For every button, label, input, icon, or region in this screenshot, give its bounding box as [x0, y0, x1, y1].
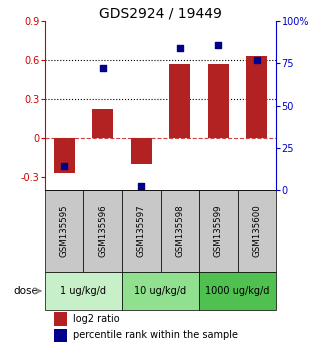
Bar	[160, 190, 199, 272]
Point	[62, 164, 67, 169]
Point	[100, 65, 105, 71]
Point	[139, 184, 144, 189]
Bar	[54, 312, 67, 326]
Bar	[199, 190, 238, 272]
Text: GSM135597: GSM135597	[137, 205, 146, 257]
Bar	[83, 190, 122, 272]
Text: GSM135599: GSM135599	[214, 205, 223, 257]
Text: GSM135596: GSM135596	[98, 205, 107, 257]
Text: percentile rank within the sample: percentile rank within the sample	[73, 330, 238, 340]
Bar	[246, 56, 267, 138]
Bar	[45, 190, 83, 272]
Point	[177, 45, 182, 51]
Bar	[131, 138, 152, 164]
Bar	[208, 64, 229, 138]
Text: 10 ug/kg/d: 10 ug/kg/d	[134, 286, 187, 296]
Point	[216, 42, 221, 48]
Text: 1000 ug/kg/d: 1000 ug/kg/d	[205, 286, 270, 296]
Bar	[92, 109, 113, 138]
Text: dose: dose	[13, 286, 38, 296]
Bar	[54, 138, 75, 173]
Text: GSM135595: GSM135595	[60, 205, 69, 257]
Point	[254, 57, 259, 63]
Bar	[122, 272, 199, 310]
Text: GSM135598: GSM135598	[175, 205, 184, 257]
Bar	[238, 190, 276, 272]
Title: GDS2924 / 19449: GDS2924 / 19449	[99, 6, 222, 20]
Bar	[199, 272, 276, 310]
Bar	[169, 64, 190, 138]
Bar	[122, 190, 160, 272]
Text: 1 ug/kg/d: 1 ug/kg/d	[60, 286, 107, 296]
Text: log2 ratio: log2 ratio	[73, 314, 119, 324]
Text: GSM135600: GSM135600	[252, 205, 261, 257]
Bar	[54, 329, 67, 342]
Bar	[45, 272, 122, 310]
